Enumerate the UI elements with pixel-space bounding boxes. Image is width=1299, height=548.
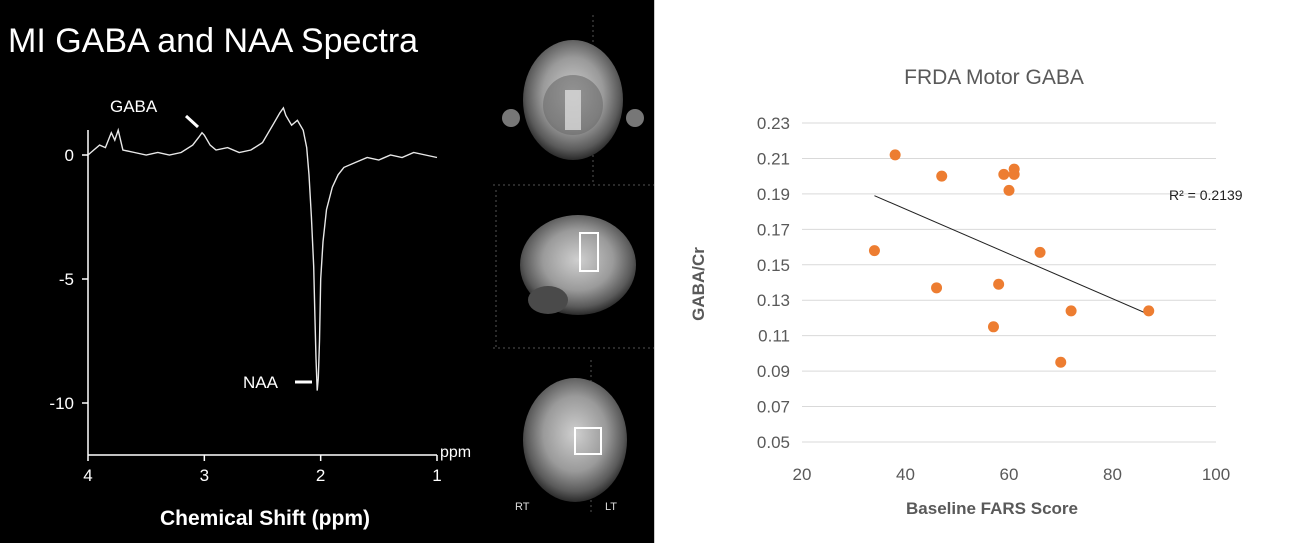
scatter-plot: FRDA Motor GABA 0.05 0.07 0.09 0.11 0.13 0.15… xyxy=(689,66,1243,518)
scatter-point xyxy=(1065,305,1077,317)
scatter-x-tick-label: 60 xyxy=(1000,465,1019,484)
scatter-y-tick-label: 0.09 xyxy=(757,362,790,381)
scatter-grid xyxy=(802,122,1216,443)
naa-annotation: NAA xyxy=(243,373,279,392)
mri-axial-view: RT LT xyxy=(515,360,627,515)
mri-rt-label: RT xyxy=(515,501,530,513)
scatter-point xyxy=(1055,356,1067,368)
spectrum-x-tick-label: 2 xyxy=(316,466,325,485)
scatter-point xyxy=(1003,184,1015,196)
scatter-y-tick-label: 0.21 xyxy=(757,149,790,168)
scatter-panel: FRDA Motor GABA 0.05 0.07 0.09 0.11 0.13 0.15… xyxy=(654,0,1299,543)
spectrum-x-tick-label: 1 xyxy=(432,466,441,485)
sagittal-voxel-box xyxy=(579,232,599,272)
scatter-x-tick-label: 40 xyxy=(896,465,915,484)
spectrum-panel: MI GABA and NAA Spectra 4 3 2 1 0 -5 -10 GABA … xyxy=(0,0,493,543)
scatter-points xyxy=(868,149,1155,368)
scatter-point xyxy=(889,149,901,161)
scatter-point xyxy=(998,168,1010,180)
spectrum-y-tick-label: -5 xyxy=(59,270,74,289)
scatter-x-tick-label: 100 xyxy=(1202,465,1230,484)
scatter-y-label: GABA/Cr xyxy=(689,247,708,321)
scatter-y-tick-label: 0.13 xyxy=(757,291,790,310)
spectrum-x-tick-label: 3 xyxy=(200,466,209,485)
scatter-point xyxy=(1143,305,1155,317)
axial-voxel-box xyxy=(574,427,602,455)
gaba-annotation: GABA xyxy=(110,97,158,116)
scatter-x-tick-label: 20 xyxy=(793,465,812,484)
scatter-x-label: Baseline FARS Score xyxy=(906,499,1078,518)
spectrum-plot: MI GABA and NAA Spectra 4 3 2 10-5-10 GABA … xyxy=(8,22,471,530)
scatter-point xyxy=(1034,246,1046,258)
scatter-x-tick-label: 80 xyxy=(1103,465,1122,484)
scatter-point xyxy=(1008,168,1020,180)
spectrum-line xyxy=(87,106,438,391)
scatter-x-ticks: 20 40 60 80 100 xyxy=(793,465,1231,484)
scatter-point xyxy=(868,245,880,257)
mri-lt-label: LT xyxy=(605,501,617,513)
scatter-point xyxy=(936,170,948,182)
scatter-y-tick-label: 0.07 xyxy=(757,398,790,417)
spectrum-y-tick-label: -10 xyxy=(49,394,74,413)
scatter-point xyxy=(931,282,943,294)
mri-panel: RT LT xyxy=(493,0,654,543)
scatter-y-tick-label: 0.15 xyxy=(757,256,790,275)
spectrum-x-label: Chemical Shift (ppm) xyxy=(160,507,370,530)
scatter-point xyxy=(993,278,1005,290)
scatter-point xyxy=(987,321,999,333)
scatter-title: FRDA Motor GABA xyxy=(904,66,1084,89)
spectrum-ticks: 4 3 2 1 0 -5 -10 xyxy=(49,146,441,485)
gaba-marker xyxy=(184,114,200,129)
spectrum-x-tick-label: 4 xyxy=(83,466,92,485)
scatter-y-tick-label: 0.23 xyxy=(757,114,790,133)
scatter-y-tick-label: 0.11 xyxy=(758,327,790,346)
mri-sagittal-view xyxy=(493,190,654,349)
mri-images: RT LT xyxy=(493,15,654,515)
spectrum-x-unit: ppm xyxy=(440,444,471,461)
scatter-r2-label: R² = 0.2139 xyxy=(1169,187,1243,203)
spectrum-title: MI GABA and NAA Spectra xyxy=(8,22,418,60)
scatter-y-tick-label: 0.05 xyxy=(757,433,790,452)
scatter-y-tick-label: 0.19 xyxy=(757,185,790,204)
scatter-y-ticks: 0.05 0.07 0.09 0.11 0.13 0.15 0.17 0.19 0.21 0.23 xyxy=(757,114,790,452)
mri-coronal-view xyxy=(493,15,654,186)
scatter-trendline xyxy=(874,195,1149,315)
scatter-y-tick-label: 0.17 xyxy=(757,220,790,239)
spectrum-y-tick-label: 0 xyxy=(65,146,74,165)
